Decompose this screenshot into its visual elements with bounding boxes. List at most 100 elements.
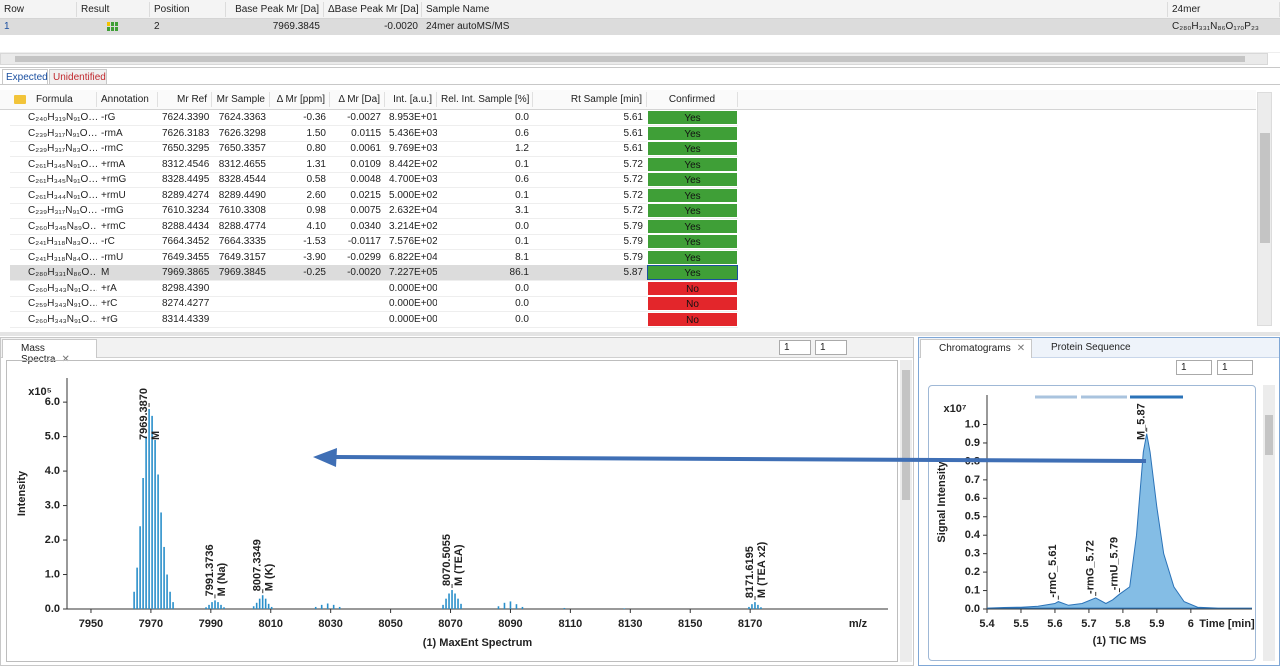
table-cell: -0.0117	[347, 236, 381, 247]
scroll-thumb[interactable]	[1260, 133, 1270, 243]
v-scrollbar[interactable]	[1257, 92, 1272, 326]
x-tick-label: 8050	[378, 618, 402, 630]
table-cell: C₂₈₀H₃₃₁N₈₆O…	[28, 267, 97, 278]
table-cell: -3.90	[303, 251, 326, 263]
table-cell: -rC	[101, 236, 115, 247]
icon-cell	[107, 22, 110, 26]
row-line	[10, 125, 738, 126]
column-header: ΔBase Peak Mr [Da]	[324, 2, 422, 17]
table-cell: 0.6	[515, 127, 529, 139]
table-cell: 8.442E+02	[389, 158, 437, 170]
pane-tab[interactable]: Mass Spectra ✕	[2, 339, 97, 365]
tab-title: Chromatograms	[939, 343, 1011, 354]
column-header: Δ Mr [ppm]	[270, 92, 330, 107]
table-cell: 0.80	[306, 143, 326, 154]
confirmed-cell: No	[647, 296, 738, 311]
y-tick-label: 5.0	[45, 431, 60, 443]
table-cell: 0.6	[515, 174, 529, 185]
table-cell: -rG	[101, 112, 116, 123]
table-cell: 1.31	[306, 158, 326, 170]
table-cell: 0.1	[515, 158, 529, 170]
column-header: Δ Mr [Da]	[330, 92, 385, 107]
table-cell: 0.1	[515, 236, 529, 247]
confirmed-cell: Yes	[647, 110, 738, 125]
x-tick-label: 5.6	[1047, 618, 1062, 630]
y-tick-label: 0.7	[965, 474, 980, 486]
x-tick-label: 8170	[738, 618, 762, 630]
pane-tab[interactable]: Protein Sequence	[1033, 339, 1138, 358]
peak-label: -rmG_5.72	[1085, 540, 1097, 594]
plot-frame	[928, 385, 1256, 661]
tab-title: Protein Sequence	[1051, 342, 1131, 353]
table-cell: 5.79	[623, 236, 643, 247]
peak-name: M (TEA x2)	[756, 541, 768, 598]
table-cell: 5.72	[623, 189, 643, 201]
row-line	[10, 202, 738, 204]
x-tick-label: 5.5	[1013, 618, 1028, 630]
row-line	[10, 156, 738, 157]
row-line	[10, 280, 738, 281]
table-cell: 7.576E+02	[389, 236, 437, 247]
peak-label: 7991.3736	[204, 544, 216, 596]
chart-title: (1) TIC MS	[1093, 635, 1147, 647]
results-table: Row Result Position Base Peak Mr [Da] ΔBase …	[0, 0, 1280, 53]
v-scrollbar[interactable]	[1263, 385, 1275, 661]
table-cell: 3.1	[515, 205, 529, 216]
y-tick-label: 0.3	[965, 548, 980, 560]
table-cell: 5.72	[623, 158, 643, 170]
x-tick-label: 7950	[79, 618, 103, 630]
table-cell: 8289.4274	[162, 189, 210, 201]
tic-chart: 0.0 0.1 0.2 0.3 0.4 0.5 0.6 0.7 0.8 0.9 1.0 5.4 5.5 5…	[936, 395, 1255, 647]
table-cell: 2.632E+04	[389, 205, 437, 216]
table-cell: 8328.4495	[162, 174, 210, 185]
row-line	[10, 233, 738, 235]
confirmed-cell: Yes	[647, 249, 738, 265]
table-cell: 0.0061	[350, 143, 381, 154]
confirmed-cell: No	[647, 311, 738, 327]
table-cell: C₂₆₀H₃₄₅N₈₉O…	[28, 220, 97, 232]
scroll-thumb[interactable]	[15, 56, 1245, 62]
folder-icon	[14, 95, 26, 104]
tab[interactable]: Unidentified	[49, 69, 107, 84]
spinner[interactable]: 1	[779, 340, 811, 355]
table-cell: +rmA	[101, 158, 126, 170]
table-cell: -1.53	[303, 236, 326, 247]
close-icon[interactable]: ✕	[1016, 343, 1026, 354]
confirmed-cell: Yes	[647, 172, 738, 187]
table-cell: 7610.3308	[218, 205, 266, 216]
y-exponent: x10⁷	[944, 403, 967, 415]
icon-cell	[115, 22, 118, 26]
table-cell: 0.0215	[350, 189, 381, 201]
x-tick-label: 5.7	[1081, 618, 1096, 630]
table-cell: 8314.4339	[162, 313, 210, 325]
x-tick-label: 8110	[558, 618, 582, 630]
close-icon[interactable]: ✕	[61, 354, 70, 365]
h-scrollbar[interactable]	[0, 53, 1268, 65]
chart-title: (1) MaxEnt Spectrum	[423, 637, 533, 649]
spinner[interactable]: 1	[1176, 360, 1212, 375]
x-tick-label: 5.4	[979, 618, 995, 630]
table-cell: 8288.4434	[162, 220, 210, 232]
scroll-thumb[interactable]	[1265, 415, 1273, 455]
peak-label: M_5.87	[1136, 403, 1148, 440]
table-cell: 0.0	[515, 298, 529, 309]
table-cell: C₂₆₀H₃₄₃N₉₁O…	[28, 313, 97, 325]
table-cell: 0.000E+00	[389, 282, 437, 294]
table-cell: 7969.3865	[162, 267, 210, 278]
table-cell: 5.72	[623, 205, 643, 216]
table-cell: 4.700E+03	[389, 174, 437, 185]
spinner[interactable]: 1	[1217, 360, 1253, 375]
peak-name: M (K)	[264, 563, 276, 591]
table-cell: 7626.3298	[218, 127, 266, 139]
x-tick-label: 8130	[618, 618, 642, 630]
pane-tab[interactable]: Chromatograms ✕	[920, 339, 1032, 358]
spinner[interactable]: 1	[815, 340, 847, 355]
y-axis-label: Intensity	[16, 470, 28, 516]
column-header: Annotation	[97, 92, 158, 107]
v-scrollbar[interactable]	[900, 360, 912, 662]
tab[interactable]: Expected	[2, 69, 48, 84]
x-tick-label: 8150	[678, 618, 702, 630]
table-cell: 5.79	[623, 251, 643, 263]
table-cell: 0.98	[306, 205, 326, 216]
scroll-thumb[interactable]	[902, 370, 910, 500]
